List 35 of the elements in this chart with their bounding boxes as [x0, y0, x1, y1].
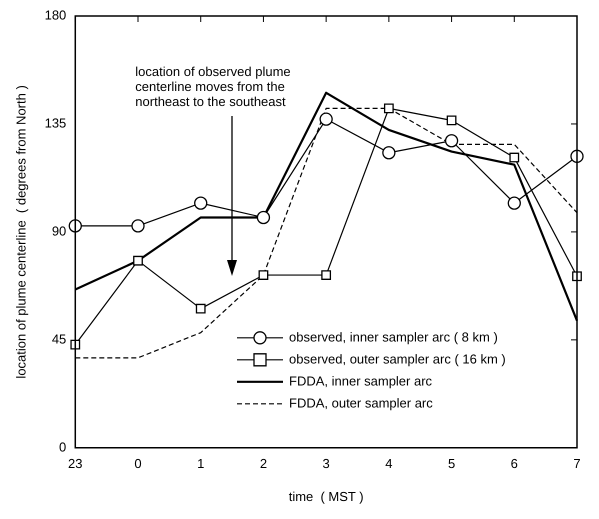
legend-label: observed, inner sampler arc ( 8 km ): [289, 329, 498, 344]
annotation: location of observed plume centerline moves from the northeast to the southeast: [135, 64, 291, 110]
y-tick-label: 0: [59, 439, 66, 454]
x-axis-title: time ( MST ): [288, 488, 364, 504]
x-tick-label: 4: [385, 456, 392, 472]
y-axis-title: location of plume centerline ( degrees from North ): [13, 85, 28, 379]
point: [319, 112, 333, 126]
point: [194, 196, 208, 210]
y-tick-label: 180: [44, 8, 66, 23]
x-tick-label: 23: [68, 456, 83, 472]
legend-label: FDDA, outer sampler arc: [289, 395, 434, 410]
point: [446, 115, 456, 126]
x-tick-label: 5: [448, 456, 456, 472]
point: [321, 270, 332, 280]
point: [382, 146, 396, 160]
point: [131, 219, 145, 233]
x-tick-label: 1: [197, 456, 204, 472]
y-tick-label: 45: [52, 331, 66, 346]
point: [256, 210, 270, 224]
point: [258, 270, 268, 280]
x-tick-label: 7: [573, 456, 581, 472]
point: [509, 152, 520, 162]
point: [508, 196, 521, 210]
point: [444, 134, 458, 148]
point: [384, 103, 394, 114]
legend-label: observed, outer sampler arc ( 16 km ): [289, 351, 506, 366]
x-tick-label: 0: [134, 456, 142, 472]
legend-label: FDDA, inner sampler arc: [289, 373, 433, 388]
y-tick-label: 90: [52, 223, 66, 238]
x-tick-label: 2: [260, 456, 268, 472]
x-tick-label: 6: [510, 456, 518, 472]
y-tick-label: 135: [44, 116, 66, 131]
x-tick-label: 3: [322, 456, 330, 472]
point: [133, 256, 143, 266]
point: [196, 304, 206, 314]
